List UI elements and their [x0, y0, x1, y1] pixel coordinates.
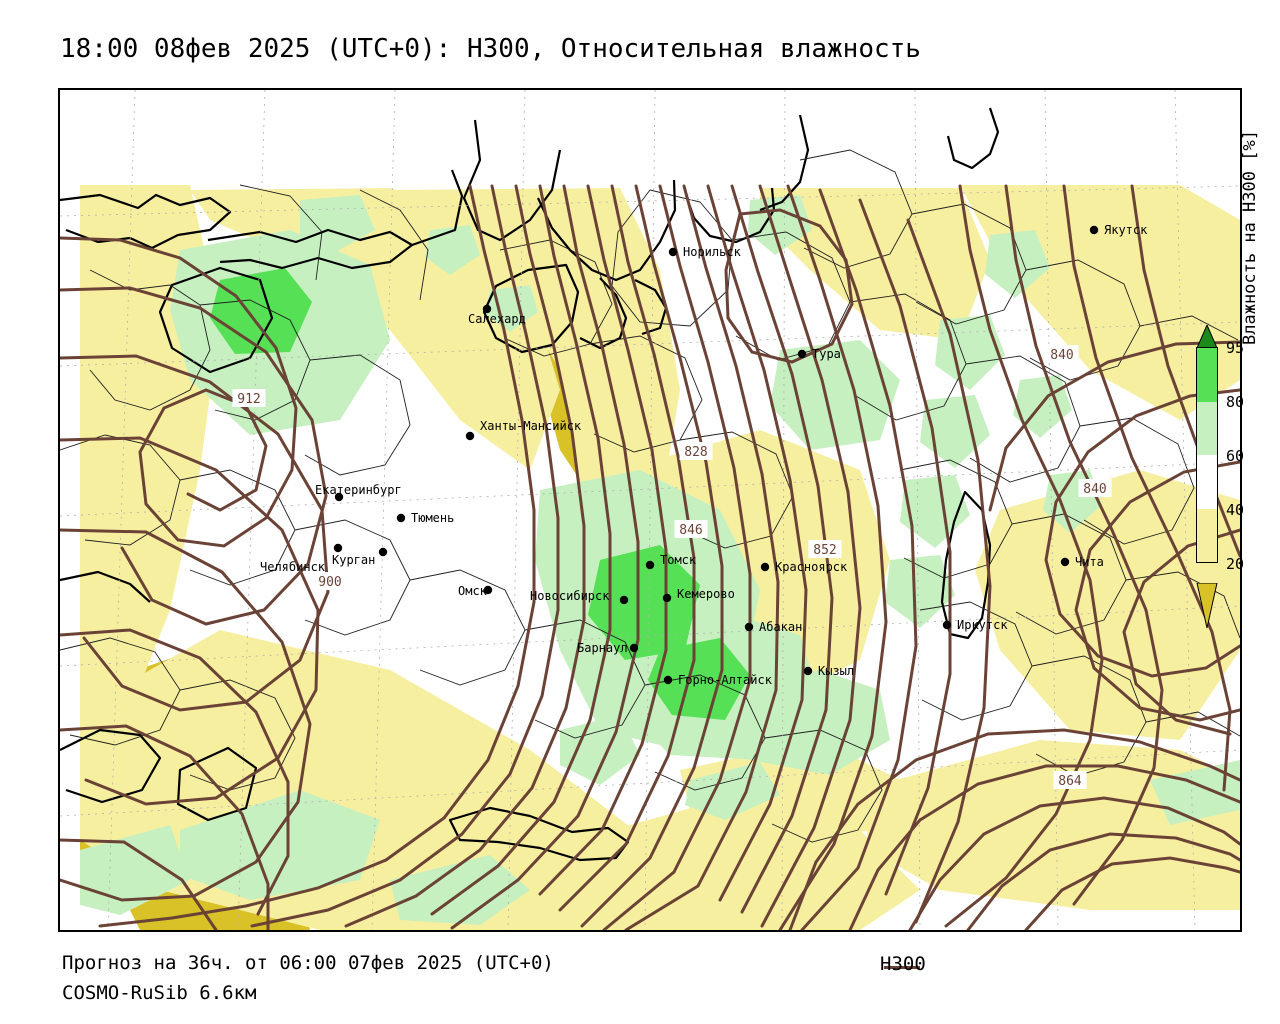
forecast-info-line: Прогноз на 36ч. от 06:00 07фев 2025 (UTC… — [62, 952, 554, 974]
contour-label: 840 — [1083, 482, 1106, 497]
contour-label-bg — [232, 389, 266, 407]
map-canvas[interactable]: 912 900 828 846 852 840 840 864 Якутск Норильск Т… — [60, 90, 1240, 930]
colorbar-under-min — [1196, 582, 1218, 629]
city-label: Кызыл — [818, 664, 854, 678]
city-label: Абакан — [759, 620, 802, 634]
h300-contours — [60, 184, 1240, 930]
city-label: Красноярск — [775, 560, 848, 574]
colorbar-bands — [1196, 347, 1218, 563]
city-dot — [803, 666, 813, 676]
city-dot — [662, 593, 672, 603]
city-dot — [465, 431, 475, 441]
contour-label: 864 — [1058, 774, 1082, 789]
contour-label: 828 — [684, 445, 707, 460]
city-label: Курган — [332, 553, 375, 567]
city-dot — [942, 620, 952, 630]
band-60-80 — [1197, 401, 1217, 455]
city-dot — [619, 595, 629, 605]
colorbar-tick-95: 95 — [1226, 339, 1245, 357]
city-dot — [629, 643, 639, 653]
city-label: Кемерово — [677, 587, 735, 601]
city-dot — [396, 513, 406, 523]
city-label: Ханты-Мансийск — [480, 419, 582, 433]
city-dot — [1089, 225, 1099, 235]
city-dot — [378, 547, 388, 557]
contour-label-bg — [1053, 771, 1087, 789]
colorbar-over-max — [1196, 323, 1218, 349]
city-label: Чита — [1075, 555, 1104, 569]
contour-label-bg — [1078, 479, 1112, 497]
city-label: Барнаул — [577, 641, 628, 655]
contour-label-bg — [674, 520, 708, 538]
city-dot — [334, 492, 344, 502]
band-40-60 — [1197, 455, 1217, 509]
city-label: Тура — [812, 347, 841, 361]
contour-label: 912 — [237, 392, 260, 407]
city-dot — [1060, 557, 1070, 567]
page-title: 18:00 08фев 2025 (UTC+0): H300, Относите… — [60, 34, 921, 64]
colorbar-tick-80: 80 — [1226, 393, 1245, 411]
city-dot — [645, 560, 655, 570]
city-dot — [333, 543, 343, 553]
contour-label: 852 — [813, 543, 836, 558]
city-dot — [797, 349, 807, 359]
colorbar-tick-40: 40 — [1226, 501, 1245, 519]
city-dot — [663, 675, 673, 685]
colorbar-title: Влажность на H300 [%] — [1240, 130, 1260, 345]
city-label: Тюмень — [411, 511, 454, 525]
city-label: Томск — [660, 553, 697, 567]
city-label: Горно-Алтайск — [678, 673, 773, 687]
band-20-40 — [1197, 508, 1217, 562]
contour-label-bg — [808, 540, 842, 558]
city-label: Иркутск — [957, 618, 1008, 632]
fill-80-95 — [210, 268, 750, 720]
city-dot — [760, 562, 770, 572]
city-dot — [482, 304, 492, 314]
h300-legend-label: H300 — [880, 953, 926, 975]
city-label: Челябинск — [260, 560, 326, 574]
city-label: Омск — [458, 584, 488, 598]
city-markers: Якутск Норильск Тура Салехард Ханты-Мансийск… — [260, 223, 1148, 687]
city-label: Якутск — [1104, 223, 1148, 237]
city-label: Новосибирск — [530, 589, 610, 603]
contour-labels: 912 900 828 846 852 840 840 864 — [232, 345, 1112, 789]
band-80-95 — [1197, 348, 1217, 402]
humidity-colorbar[interactable]: 95 80 60 40 20 — [1196, 323, 1244, 629]
contour-label-bg — [313, 572, 347, 590]
city-label: Екатеринбург — [315, 483, 402, 497]
city-dot — [744, 622, 754, 632]
city-dot — [668, 247, 678, 257]
contour-label: 840 — [1050, 348, 1073, 363]
contour-label-bg — [1045, 345, 1079, 363]
contour-label-bg — [679, 442, 713, 460]
city-label: Салехард — [468, 312, 526, 326]
colorbar-tick-60: 60 — [1226, 447, 1245, 465]
colorbar-tick-20: 20 — [1226, 555, 1245, 573]
contour-label: 900 — [318, 575, 341, 590]
contour-label: 846 — [679, 523, 702, 538]
map-frame[interactable]: 912 900 828 846 852 840 840 864 Якутск Норильск Т… — [58, 88, 1242, 932]
city-label: Норильск — [683, 245, 742, 259]
h300-legend-line — [884, 966, 920, 969]
city-dot — [483, 585, 493, 595]
model-name-line: COSMO-RuSib 6.6км — [62, 982, 257, 1004]
